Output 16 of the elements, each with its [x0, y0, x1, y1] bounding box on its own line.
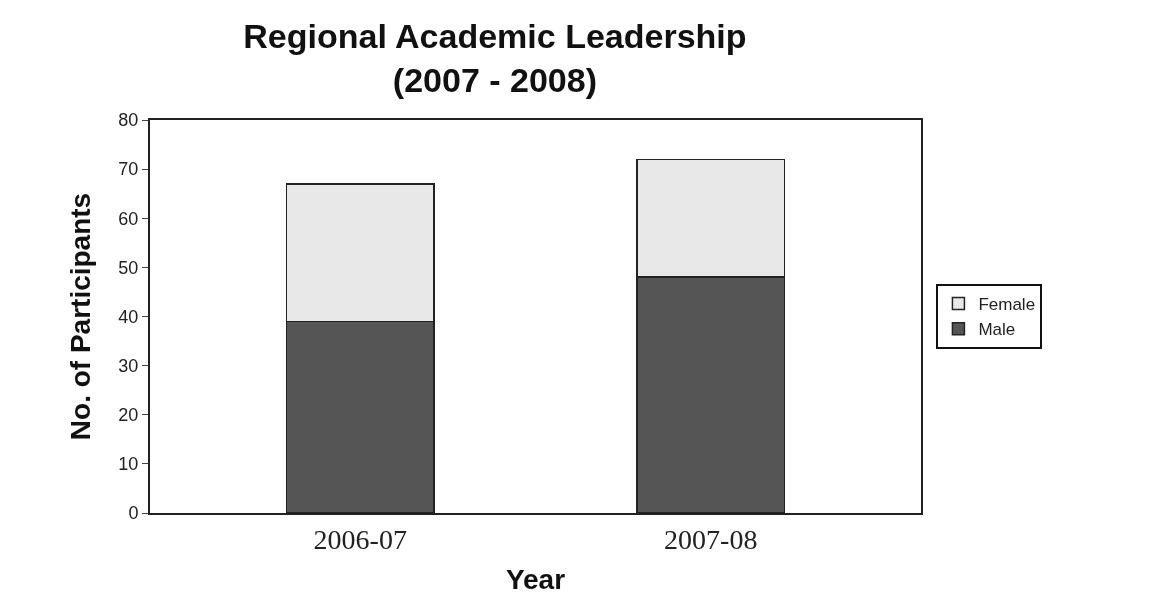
y-tick-label: 60 — [118, 208, 139, 229]
y-axis-title: No. of Participants — [64, 192, 96, 441]
y-tick-label: 70 — [118, 159, 139, 180]
chart-title: Regional Academic Leadership (2007 - 2008) — [243, 17, 747, 100]
x-tick-label: 2007-08 — [664, 523, 758, 555]
y-tick-label: 10 — [118, 454, 139, 475]
y-tick-label: 0 — [128, 503, 139, 524]
y-tick-label: 80 — [118, 110, 139, 131]
y-tick-label: 50 — [118, 257, 139, 278]
y-tick-label: 30 — [118, 355, 139, 376]
legend-label: Female — [978, 295, 1036, 315]
x-axis-title: Year — [505, 564, 566, 596]
y-tick-label: 20 — [118, 405, 139, 426]
x-tick-label: 2006-07 — [313, 523, 407, 555]
legend-label: Male — [978, 320, 1016, 340]
y-tick-label: 40 — [118, 306, 139, 327]
